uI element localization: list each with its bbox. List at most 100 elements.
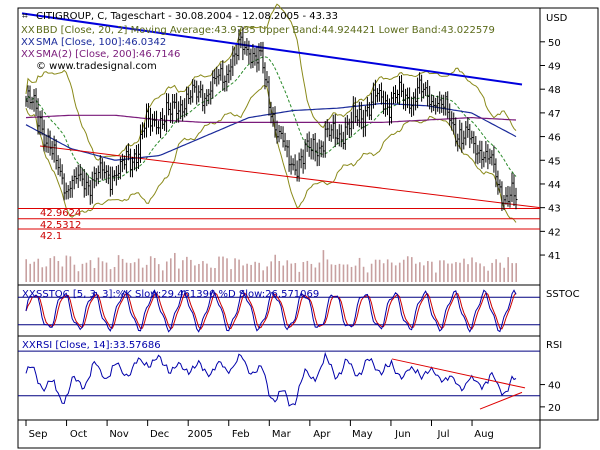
volume-bar: [105, 262, 108, 282]
volume-bar: [455, 262, 457, 282]
volume-bar: [45, 266, 48, 282]
volume-bar: [85, 262, 88, 282]
month-label: Dec: [150, 429, 169, 440]
bbd-icon: XX: [21, 25, 35, 36]
price-tick-label: 43: [548, 204, 561, 215]
volume-bar: [165, 261, 168, 282]
volume-bar: [515, 263, 517, 282]
header-legend: CITIGROUP, C, Tageschart - 30.08.2004 - …: [36, 11, 495, 72]
rsi-tick-label: 40: [548, 381, 561, 392]
volume-bar: [186, 256, 188, 282]
volume-bar: [218, 256, 220, 282]
volume-bar: [230, 269, 232, 282]
level-tag-1: 42.9624: [40, 208, 81, 219]
volume-bar: [113, 266, 116, 282]
rsi-legend: RSI [Close, 14]:33.57686: [36, 340, 161, 351]
volume-bar: [117, 255, 120, 282]
month-label: Jun: [394, 429, 411, 440]
volume-bar: [366, 272, 369, 282]
sstoc-k-line: [25, 289, 517, 333]
volume-bar: [77, 271, 80, 282]
volume-bar: [431, 261, 433, 282]
month-label: Mar: [272, 429, 292, 440]
volume-bar: [149, 256, 152, 282]
volume-bar: [157, 264, 160, 282]
volume-bar: [222, 256, 224, 282]
month-label: Feb: [232, 429, 250, 440]
sma100-icon: XX: [21, 37, 35, 48]
volume-bar: [435, 272, 437, 282]
volume-bar: [406, 256, 409, 282]
month-label: Nov: [109, 429, 129, 440]
volume-bar: [250, 264, 252, 282]
volume-bar: [338, 263, 341, 282]
volume-bar: [346, 264, 349, 282]
price-tick-label: 49: [548, 61, 561, 72]
volume-bar: [282, 265, 285, 282]
axis-column: [539, 7, 599, 421]
volume-bar: [326, 259, 329, 282]
rsi-icon: XX: [22, 340, 36, 351]
volume-bar: [302, 262, 305, 282]
volume-bar: [439, 260, 441, 282]
price-tick-label: 45: [548, 156, 561, 167]
month-label: Jul: [436, 429, 449, 440]
volume-bar: [133, 262, 136, 282]
volume-bar: [182, 260, 184, 282]
price-tick-label: 41: [548, 251, 561, 262]
volume-bar: [137, 258, 140, 282]
volume-bar: [475, 262, 477, 282]
volume-bar: [342, 264, 345, 282]
volume-bar: [202, 261, 204, 282]
volume-bar: [53, 256, 56, 282]
sstoc-d-line: [25, 292, 517, 331]
volume-bar: [306, 260, 309, 282]
oscillator-lines: [18, 289, 540, 410]
volume-bar: [61, 266, 64, 282]
indicator-lines: [18, 3, 541, 230]
price-bars: [25, 26, 518, 211]
volume-bar: [314, 267, 317, 282]
volume-bar: [382, 263, 385, 282]
volume-bar: [294, 263, 297, 282]
volume-bar: [65, 255, 68, 282]
volume-bar: [93, 267, 96, 282]
volume-bar: [286, 260, 289, 282]
volume-bar: [362, 266, 365, 282]
volume-bar: [238, 259, 240, 282]
volume-bar: [503, 267, 505, 282]
month-label: 2005: [187, 429, 212, 440]
volume-bar: [258, 262, 260, 282]
volume-bar: [451, 263, 453, 282]
sstoc-legend: SSTOC [5, 3, 3]:%K Slow:29.461396 %D Slo…: [36, 289, 319, 300]
sstoc-icon: XX: [22, 289, 36, 300]
title-icon: ⌗: [22, 11, 28, 22]
volume-bar: [57, 260, 60, 282]
legend-sma200: SMA(2) [Close, 200]:46.7146: [36, 49, 180, 60]
volume-bar: [463, 258, 465, 282]
volume-bar: [242, 265, 244, 282]
volume-bar: [214, 268, 216, 282]
time-axis: [17, 419, 541, 449]
volume-bar: [210, 267, 212, 282]
legend-bbd: BBD [Close, 20, 2] Moving Average:43.973…: [36, 25, 495, 36]
volume-bar: [419, 262, 421, 282]
volume-bar: [318, 262, 321, 282]
rsi-tick-label: 20: [548, 403, 561, 414]
volume-bar: [141, 267, 144, 282]
sstoc-panel-label: SSTOC: [546, 289, 580, 300]
volume-bar: [190, 259, 192, 282]
volume-bar: [73, 264, 76, 282]
volume-bars: [25, 250, 517, 282]
volume-bar: [495, 259, 497, 282]
volume-bar: [69, 256, 72, 282]
volume-bar: [153, 257, 156, 282]
price-tick-label: 48: [548, 85, 561, 96]
price-tick-label: 46: [548, 133, 561, 144]
volume-bar: [354, 265, 357, 282]
volume-bar: [334, 264, 337, 282]
volume-bar: [370, 263, 373, 282]
sma200-icon: XX: [21, 49, 35, 60]
volume-bar: [206, 263, 208, 282]
